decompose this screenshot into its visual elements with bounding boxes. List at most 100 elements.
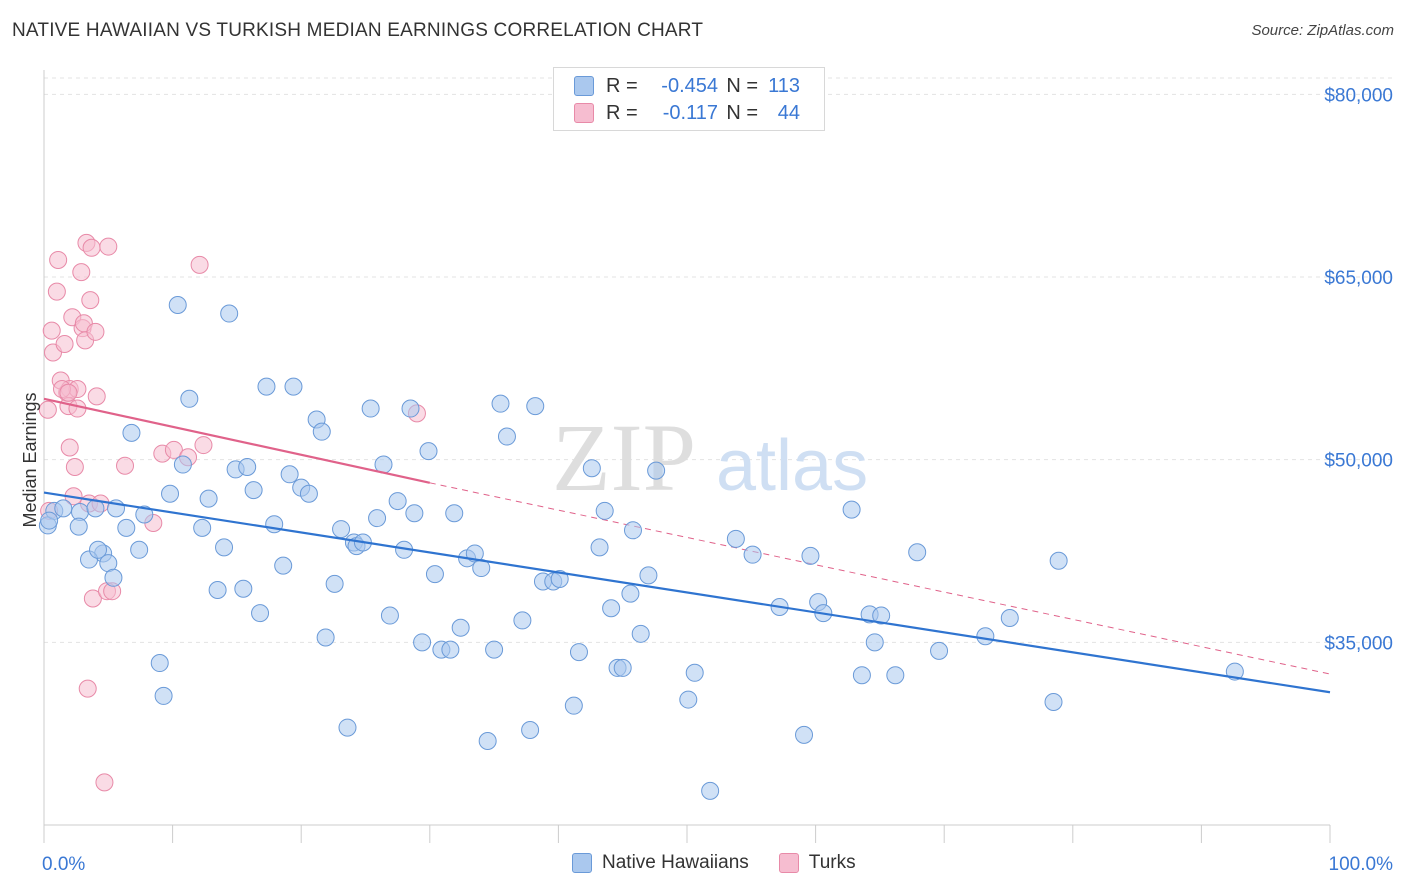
native-hawaiians-point — [161, 484, 180, 503]
native-hawaiians-point — [284, 377, 303, 396]
native-hawaiians-point — [726, 529, 745, 548]
native-hawaiians-point — [872, 606, 891, 625]
y-axis-label: Median Earnings — [20, 392, 40, 527]
legend-r-value: -0.117 — [662, 101, 718, 124]
native-hawaiians-point — [631, 624, 650, 643]
legend-item-turks[interactable]: Turks — [778, 852, 856, 874]
native-hawaiians-point — [621, 584, 640, 603]
native-hawaiians-point — [117, 518, 136, 537]
native-hawaiians-point — [647, 461, 666, 480]
axes — [43, 70, 1331, 843]
turks-point — [38, 400, 57, 419]
native-hawaiians-point — [154, 686, 173, 705]
native-hawaiians-point — [491, 394, 510, 413]
turks-trend — [43, 397, 431, 484]
tick-labels: $35,000 $50,000 $65,000 $80,000 0.0% 100.0% — [42, 85, 1393, 875]
native-hawaiians-point — [180, 389, 199, 408]
native-hawaiians-point — [401, 399, 420, 418]
native-hawaiians-points — [38, 296, 1331, 800]
stats-legend: R = -0.454 N = 113 R = -0.117 N = 44 — [553, 67, 825, 131]
native-hawaiians-point — [513, 611, 532, 630]
legend-row-turks: R = -0.117 N = 44 — [574, 100, 800, 126]
legend-r-label: R = — [606, 101, 638, 124]
turks-point — [59, 383, 78, 402]
native-hawaiians-point — [368, 509, 387, 528]
native-hawaiians-point — [1049, 551, 1068, 570]
legend-swatch-blue — [574, 76, 594, 96]
turks-point — [194, 436, 213, 455]
native-hawaiians-point — [679, 690, 698, 709]
native-hawaiians-point — [425, 565, 444, 584]
native-hawaiians-point — [976, 627, 995, 646]
native-hawaiians-point — [388, 492, 407, 511]
native-hawaiians-point — [743, 545, 762, 564]
native-hawaiians-point — [685, 663, 704, 682]
turks-point — [86, 322, 105, 341]
native-hawaiians-point — [485, 640, 504, 659]
native-hawaiians-point — [168, 296, 187, 315]
native-hawaiians-trend — [43, 491, 1331, 694]
native-hawaiians-point — [613, 658, 632, 677]
turks-point — [65, 457, 84, 476]
legend-swatch-blue — [572, 853, 592, 873]
native-hawaiians-point — [325, 574, 344, 593]
native-hawaiians-point — [244, 481, 263, 500]
native-hawaiians-point — [220, 304, 239, 323]
turks-point — [68, 399, 87, 418]
native-hawaiians-point — [173, 455, 192, 474]
native-hawaiians-point — [380, 606, 399, 625]
native-hawaiians-point — [526, 397, 545, 416]
watermark-zip: ZIP — [552, 404, 696, 511]
native-hawaiians-point — [595, 501, 614, 520]
turks-point — [87, 387, 106, 406]
native-hawaiians-point — [215, 538, 234, 557]
native-hawaiians-point — [312, 422, 331, 441]
native-hawaiians-point — [299, 484, 318, 503]
turks-point — [60, 438, 79, 457]
watermark: ZIP atlas — [552, 404, 868, 511]
native-hawaiians-point — [908, 543, 927, 562]
legend-swatch-pink — [574, 103, 594, 123]
native-hawaiians-point — [445, 504, 464, 523]
native-hawaiians-point — [639, 566, 658, 585]
native-hawaiians-point — [130, 540, 149, 559]
x-tick-label: 0.0% — [42, 854, 85, 875]
native-hawaiians-point — [332, 520, 351, 539]
turks-point — [72, 263, 91, 282]
legend-item-native-hawaiians[interactable]: Native Hawaiians — [572, 852, 749, 874]
turks-point — [95, 773, 114, 792]
turks-point — [83, 589, 102, 608]
native-hawaiians-point — [405, 504, 424, 523]
legend-n-value: 113 — [768, 74, 800, 97]
native-hawaiians-point — [497, 427, 516, 446]
native-hawaiians-point — [338, 718, 357, 737]
turks-point — [164, 440, 183, 459]
native-hawaiians-point — [69, 517, 88, 536]
native-hawaiians-point — [478, 731, 497, 750]
native-hawaiians-point — [564, 696, 583, 715]
native-hawaiians-point — [842, 500, 861, 519]
native-hawaiians-point — [441, 640, 460, 659]
native-hawaiians-point — [199, 489, 218, 508]
native-hawaiians-point — [193, 518, 212, 537]
turks-point — [55, 334, 74, 353]
turks-point — [116, 456, 135, 475]
watermark-atlas: atlas — [716, 426, 868, 506]
turks-point — [82, 238, 101, 257]
grid-lines — [44, 77, 1392, 643]
native-hawaiians-point — [886, 666, 905, 685]
legend-label: Native Hawaiians — [602, 852, 749, 873]
native-hawaiians-point — [1000, 608, 1019, 627]
series-legend: Native Hawaiians Turks — [572, 852, 886, 874]
native-hawaiians-point — [701, 781, 720, 800]
native-hawaiians-point — [419, 442, 438, 461]
native-hawaiians-point — [852, 666, 871, 685]
native-hawaiians-point — [582, 459, 601, 478]
native-hawaiians-point — [930, 641, 949, 660]
y-tick-label: $65,000 — [1324, 268, 1393, 289]
legend-row-native-hawaiians: R = -0.454 N = 113 — [574, 73, 800, 99]
native-hawaiians-point — [550, 570, 569, 589]
native-hawaiians-point — [801, 546, 820, 565]
x-tick-label: 100.0% — [1329, 854, 1394, 875]
